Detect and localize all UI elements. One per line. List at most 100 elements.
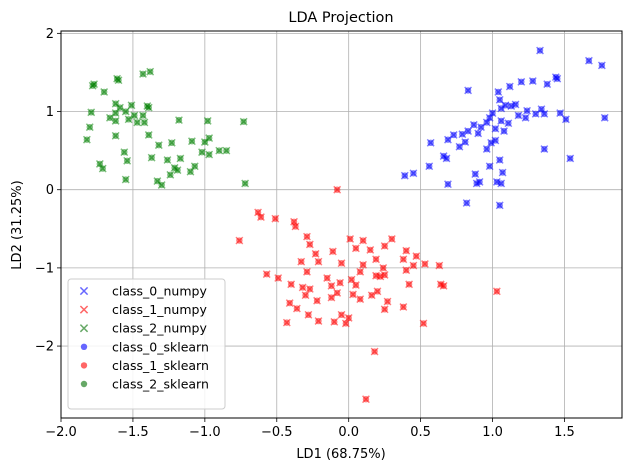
class_1-numpy-point bbox=[412, 252, 421, 261]
class_1-numpy-point bbox=[305, 285, 314, 293]
class_0-numpy-point bbox=[497, 116, 506, 125]
class_2-numpy-point bbox=[241, 179, 250, 188]
class_0-numpy-point bbox=[458, 130, 467, 139]
class_2-numpy-point bbox=[239, 117, 248, 126]
class_1-numpy-point bbox=[330, 317, 339, 326]
class_2-numpy-point bbox=[222, 146, 231, 155]
class_1-numpy-point bbox=[379, 263, 388, 272]
class_0-numpy-point bbox=[442, 154, 451, 163]
y-axis-label: LD2 (31.25%) bbox=[10, 180, 25, 269]
class_0-numpy-point bbox=[444, 180, 452, 189]
legend-circle-marker bbox=[80, 343, 88, 350]
class_1-numpy-point bbox=[380, 242, 389, 250]
class_1-numpy-point bbox=[337, 259, 346, 268]
class_1-numpy-point bbox=[257, 213, 265, 222]
class_1-numpy-point bbox=[436, 280, 445, 289]
class_2-numpy-point bbox=[140, 118, 149, 127]
class_1-numpy-point bbox=[301, 291, 310, 300]
class_2-numpy-point bbox=[133, 118, 142, 127]
class_0-numpy-point bbox=[487, 138, 496, 147]
class_2-numpy-point bbox=[176, 154, 185, 163]
class_0-numpy-point bbox=[464, 127, 473, 136]
class_2-numpy-point bbox=[167, 138, 176, 147]
class_2-numpy-point bbox=[205, 150, 214, 159]
class_1-numpy-point bbox=[402, 266, 411, 275]
legend-label: class_1_numpy bbox=[112, 302, 207, 317]
class_0-numpy-point bbox=[511, 100, 520, 109]
x-tick-label: −1.5 bbox=[117, 425, 149, 440]
x-axis-label: LD1 (68.75%) bbox=[296, 447, 385, 462]
class_1-numpy-point bbox=[333, 185, 342, 194]
axis-ticks: −2.0 −1.5 −1.0 −0.5 0.0 0.5 1.0 1.5 −2 −1 0 1 2 bbox=[35, 27, 575, 440]
plot-frame bbox=[60, 30, 623, 419]
class_0-numpy-point bbox=[514, 111, 523, 120]
class_1-numpy-point bbox=[346, 235, 355, 243]
class_2-numpy-point bbox=[198, 148, 206, 157]
class_2-numpy-point bbox=[166, 170, 175, 179]
class_2-numpy-point bbox=[113, 74, 122, 83]
class_1-numpy-point bbox=[399, 255, 408, 264]
legend-circle-marker bbox=[80, 362, 88, 369]
class_0-numpy-point bbox=[566, 154, 575, 163]
class_1-numpy-point bbox=[303, 232, 311, 241]
class_2-numpy-point bbox=[144, 103, 153, 112]
legend-label: class_0_sklearn bbox=[112, 339, 209, 354]
class_0-numpy-point bbox=[500, 127, 508, 136]
class_1-numpy-point bbox=[314, 257, 323, 266]
class_2-numpy-point bbox=[186, 167, 195, 176]
class_0-numpy-point bbox=[597, 61, 606, 70]
class_0-numpy-point bbox=[531, 109, 540, 118]
y-tick-label: 2 bbox=[46, 27, 54, 42]
class_1-numpy-point bbox=[305, 240, 314, 249]
class_1-numpy-point bbox=[337, 310, 346, 319]
class_1-numpy-point bbox=[298, 283, 307, 292]
class_1-numpy-point bbox=[333, 288, 342, 297]
class_1-numpy-point bbox=[359, 260, 368, 269]
class_1-numpy-point bbox=[367, 291, 376, 300]
class_2-numpy-point bbox=[163, 156, 172, 164]
class_1-numpy-point bbox=[402, 246, 411, 255]
class_1-numpy-point bbox=[311, 249, 320, 258]
legend-label: class_0_numpy bbox=[112, 284, 207, 299]
class_0-numpy-point bbox=[409, 169, 418, 178]
class_2-numpy-point bbox=[175, 116, 183, 125]
class_2-numpy-point bbox=[146, 67, 155, 76]
class_2-numpy-point bbox=[98, 164, 107, 173]
class_1-numpy-point bbox=[366, 245, 375, 254]
class_0-numpy-point bbox=[521, 113, 530, 122]
class_1-numpy-point bbox=[370, 347, 379, 356]
class_1-numpy-point bbox=[285, 299, 294, 308]
class_1-numpy-point bbox=[349, 290, 357, 299]
class_0-numpy-point bbox=[543, 80, 552, 89]
class_2-numpy-point bbox=[100, 88, 109, 96]
class_1-numpy-point bbox=[356, 295, 365, 304]
class_0-numpy-point bbox=[472, 179, 481, 188]
class_0-numpy-point bbox=[540, 109, 549, 118]
class_2-numpy-point bbox=[124, 115, 133, 124]
class_1-numpy-point bbox=[362, 395, 370, 404]
legend-x-marker bbox=[79, 324, 89, 333]
class_0-numpy-point bbox=[474, 129, 483, 138]
class_1-numpy-point bbox=[356, 267, 365, 276]
class_2-numpy-point bbox=[127, 101, 136, 110]
class_1-numpy-point bbox=[387, 235, 396, 243]
class_1-numpy-point bbox=[373, 287, 382, 296]
class_1-numpy-point bbox=[409, 261, 418, 270]
legend-x-marker bbox=[79, 286, 89, 296]
class_1-numpy-point bbox=[235, 236, 244, 245]
class_0-numpy-point bbox=[556, 109, 565, 118]
class_2-numpy-point bbox=[85, 123, 94, 132]
class_1-numpy-point bbox=[313, 296, 321, 305]
legend: class_0_numpy class_1_numpy class_2_numpyc… bbox=[67, 278, 226, 410]
x-tick-label: −1.0 bbox=[189, 425, 221, 440]
legend-x-marker bbox=[79, 305, 89, 314]
class_2-numpy-point bbox=[105, 113, 114, 122]
x-tick-label: −2.0 bbox=[45, 425, 77, 440]
class_2-numpy-point bbox=[157, 181, 166, 189]
class_1-numpy-point bbox=[405, 280, 414, 289]
x-tick-label: −0.5 bbox=[261, 425, 293, 440]
class_1-numpy-point bbox=[347, 275, 356, 284]
class_1-numpy-point bbox=[421, 260, 429, 268]
class_1-numpy-point bbox=[351, 244, 360, 253]
class_1-numpy-point bbox=[328, 247, 337, 256]
